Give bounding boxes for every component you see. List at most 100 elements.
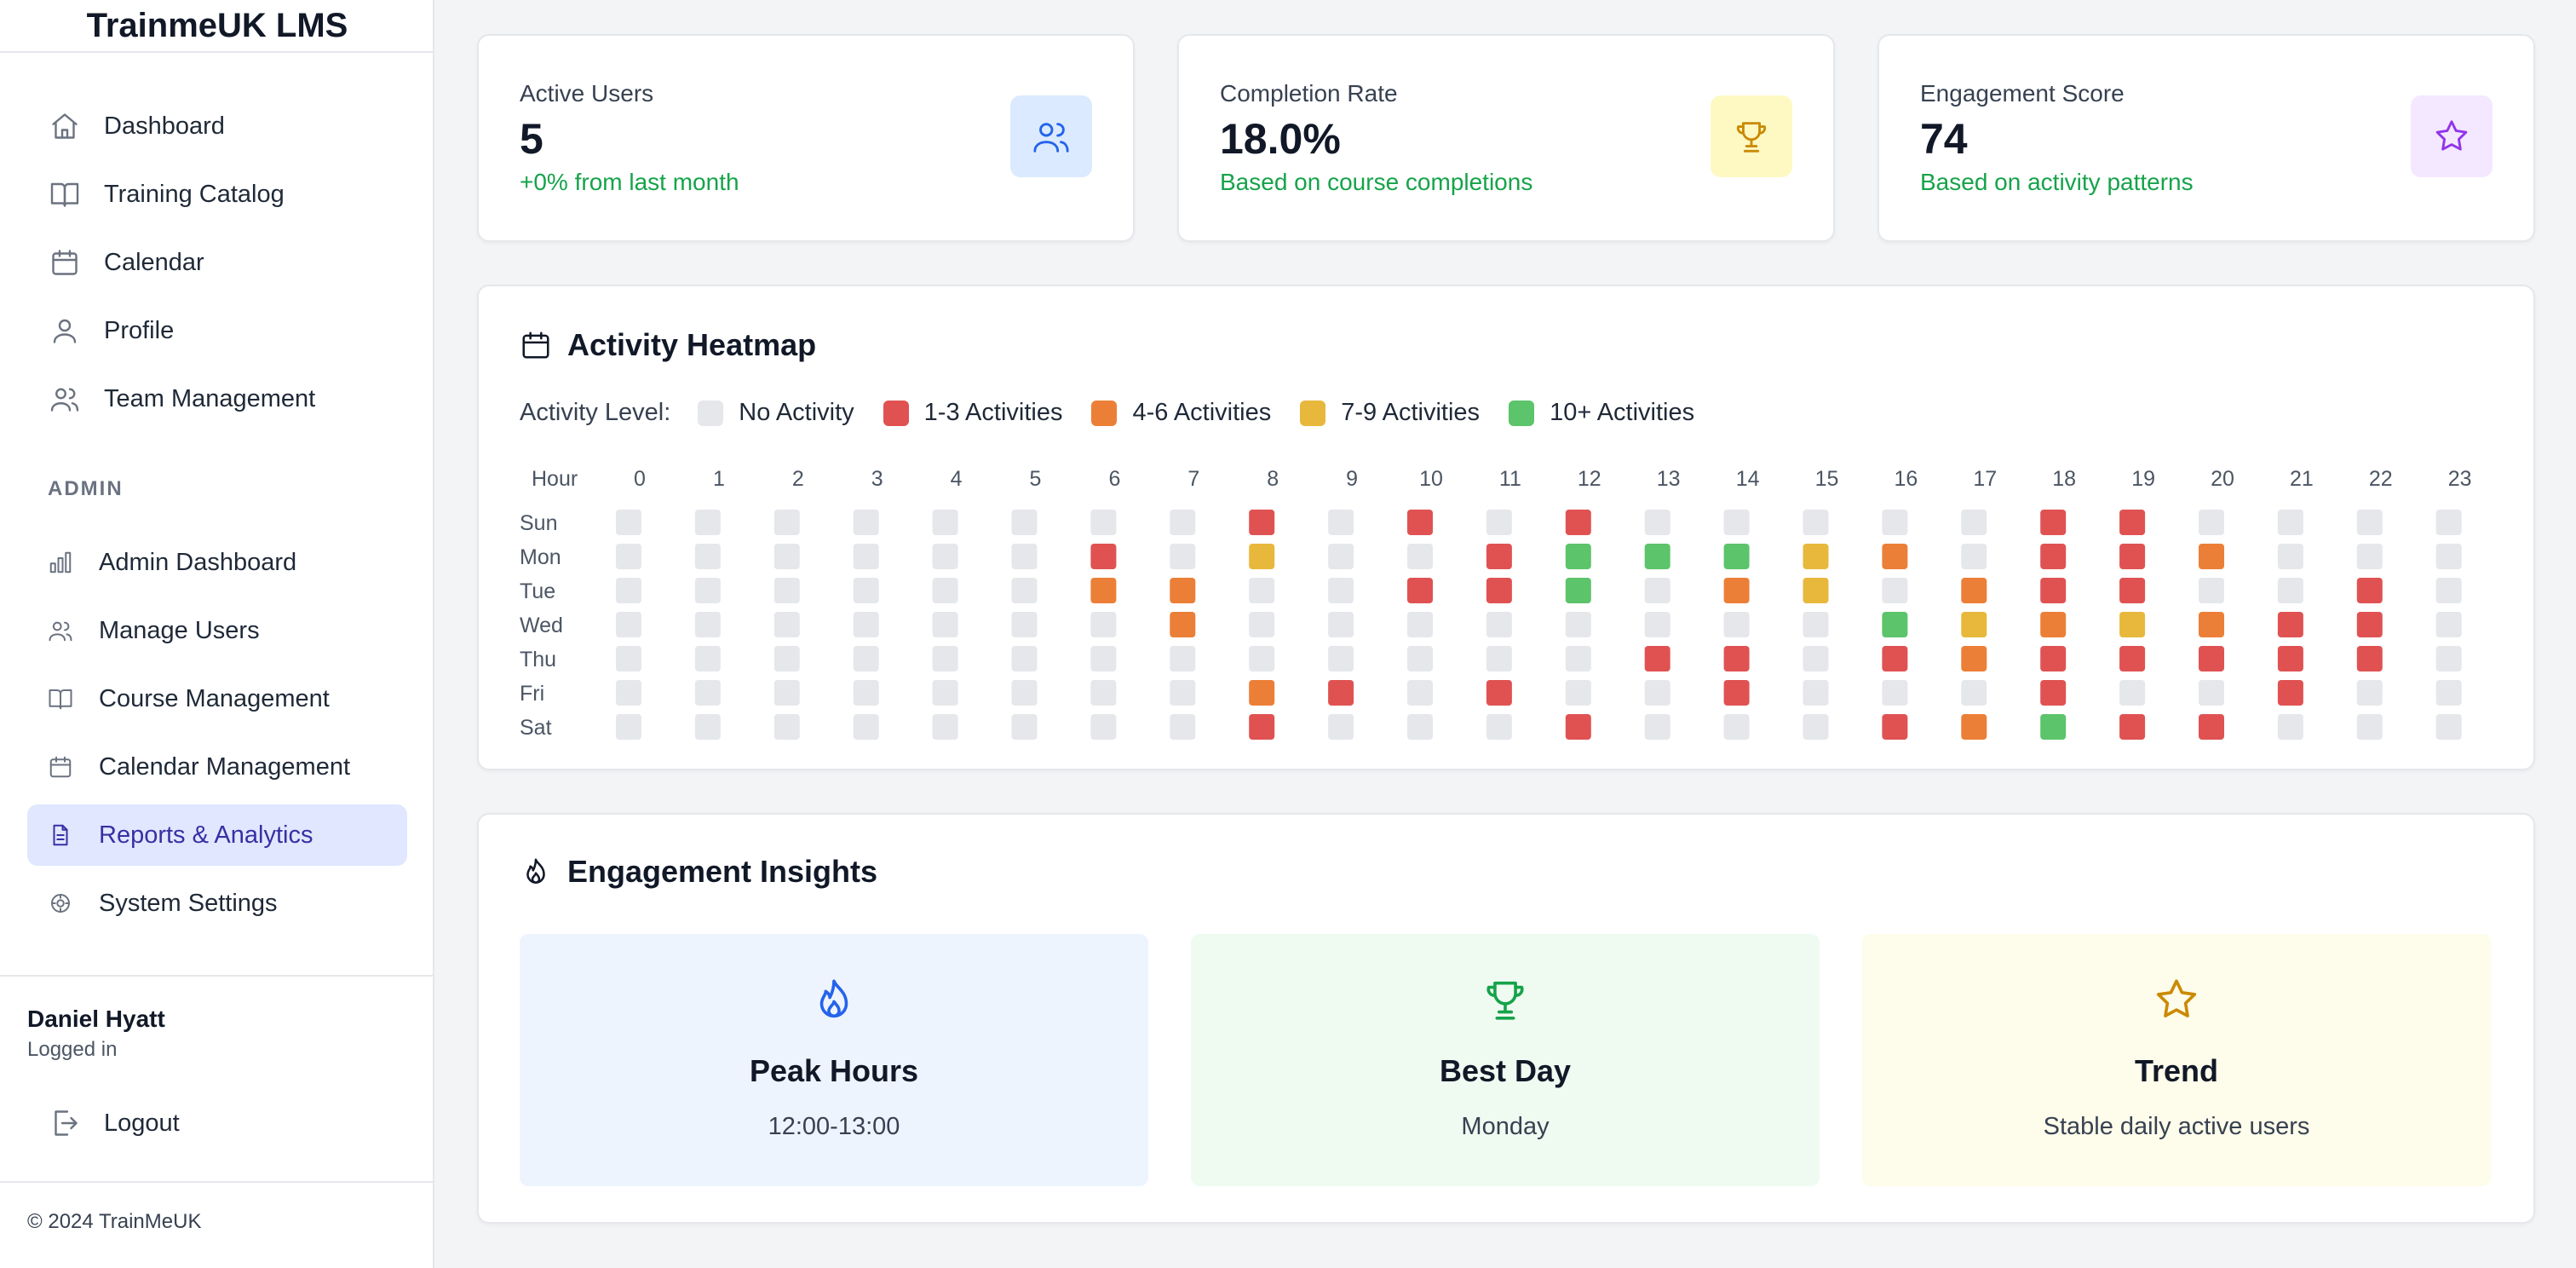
heatmap-cell (773, 646, 800, 671)
engagement-insights-card: Engagement Insights Peak Hours 12:00-13:… (477, 813, 2535, 1224)
day-label: Thu (520, 648, 556, 671)
heatmap-cell (2199, 510, 2224, 535)
legend-swatch-1-3 (883, 400, 909, 426)
hour-label: 13 (1657, 467, 1681, 491)
heatmap-cell (694, 510, 721, 535)
hour-label: 10 (1419, 467, 1443, 491)
insight-value: Stable daily active users (2043, 1113, 2310, 1140)
heatmap-cell (1644, 544, 1670, 569)
heatmap-cell (2435, 612, 2462, 637)
heatmap-cell (1723, 544, 1750, 569)
heatmap-cell (2277, 612, 2303, 637)
heatmap-cell (1882, 544, 1908, 569)
sidebar-item-label: Calendar Management (99, 752, 351, 781)
sidebar-item-calendar[interactable]: Calendar (27, 232, 407, 293)
heatmap-cell (694, 578, 721, 603)
hour-label: 21 (2290, 467, 2314, 491)
legend-swatch-none (698, 400, 724, 426)
hour-label: 11 (1499, 467, 1521, 491)
heatmap-cell (694, 612, 721, 637)
heatmap-cell (932, 646, 958, 671)
user-name: Daniel Hyatt (27, 1006, 165, 1032)
heatmap-cell (1803, 714, 1829, 740)
insight-title: Trend (2134, 1053, 2218, 1088)
hour-label: 5 (1030, 467, 1042, 491)
heatmap-cell (1407, 612, 1433, 637)
sidebar-item-calendar-management[interactable]: Calendar Management (27, 736, 407, 798)
heatmap-cell (2356, 680, 2383, 706)
heatmap-cell (1961, 578, 1987, 603)
hour-label: 12 (1578, 467, 1601, 491)
stat-label: Completion Rate (1220, 80, 1398, 107)
heatmap-cell (1961, 714, 1987, 740)
sidebar-item-course-management[interactable]: Course Management (27, 668, 407, 729)
hour-label: 14 (1736, 467, 1760, 491)
sidebar-item-team-management[interactable]: Team Management (27, 368, 407, 429)
flame-icon (526, 858, 545, 884)
heatmap-cell (2356, 510, 2383, 535)
heatmap-cell (1644, 646, 1670, 671)
heatmap-cell (2199, 646, 2224, 671)
sidebar-item-admin-dashboard[interactable]: Admin Dashboard (27, 532, 407, 593)
heatmap-cell (2277, 510, 2303, 535)
heatmap-cell (1803, 544, 1829, 569)
admin-nav: Admin Dashboard Manage Users Course Mana… (27, 532, 407, 941)
heatmap-cell (1882, 510, 1908, 535)
admin-section-label: ADMIN (48, 477, 124, 500)
day-label: Tue (520, 579, 555, 603)
stat-label: Engagement Score (1920, 80, 2125, 107)
sidebar-item-system-settings[interactable]: System Settings (27, 873, 407, 934)
sidebar-item-training-catalog[interactable]: Training Catalog (27, 164, 407, 225)
sidebar-item-profile[interactable]: Profile (27, 300, 407, 361)
heatmap-cell (1644, 510, 1670, 535)
user-icon (48, 314, 82, 348)
app-title: TrainmeUK LMS (86, 7, 348, 44)
heatmap-cell (1803, 510, 1829, 535)
sidebar-item-reports-analytics[interactable]: Reports & Analytics (27, 804, 407, 866)
heatmap-cell (1249, 714, 1275, 740)
heatmap-cell (1565, 714, 1591, 740)
heatmap-cell (1407, 544, 1433, 569)
heatmap-cell (1328, 544, 1354, 569)
heatmap-cell (1011, 510, 1038, 535)
book-icon (48, 682, 73, 716)
heatmap-cell (1961, 544, 1987, 569)
book-icon (48, 177, 82, 211)
heatmap-cell (2435, 578, 2462, 603)
day-label: Mon (520, 545, 561, 569)
heatmap-cell (1882, 578, 1908, 603)
hour-label: 22 (2369, 467, 2393, 491)
heatmap-cell (2040, 578, 2067, 603)
heatmap-cell (1486, 544, 1512, 569)
heatmap-cell (1407, 578, 1433, 603)
hour-label: 15 (1815, 467, 1839, 491)
heatmap-cell (1644, 578, 1670, 603)
heatmap-cell (1328, 714, 1354, 740)
heatmap-cell (616, 680, 641, 706)
heatmap-cell (773, 544, 800, 569)
heatmap-cell (1090, 510, 1117, 535)
legend-text: 4-6 Activities (1132, 399, 1272, 426)
heatmap-cell (1011, 646, 1038, 671)
heatmap-cell (1011, 714, 1038, 740)
heatmap-cell (2356, 646, 2383, 671)
insight-card-best-day: Best Day Monday (1191, 934, 1820, 1186)
trophy-icon (1191, 975, 1820, 1024)
user-status: Logged in (27, 1038, 118, 1061)
stat-card-completion-rate: Completion Rate 18.0% Based on course co… (1177, 34, 1835, 242)
stat-value: 5 (520, 115, 543, 163)
logout-button[interactable]: Logout (27, 1092, 407, 1154)
sidebar-item-dashboard[interactable]: Dashboard (27, 95, 407, 157)
sidebar-item-manage-users[interactable]: Manage Users (27, 600, 407, 661)
users-icon (48, 382, 82, 416)
insight-card-trend: Trend Stable daily active users (1862, 934, 2491, 1186)
heatmap-cell (1565, 680, 1591, 706)
heatmap-cell (1090, 646, 1117, 671)
heatmap-cell (1803, 612, 1829, 637)
hour-label: 20 (2211, 467, 2234, 491)
sidebar-item-label: Team Management (104, 384, 316, 412)
heatmap-cell (773, 714, 800, 740)
heatmap-cell (2356, 612, 2383, 637)
heatmap-cell (1486, 578, 1512, 603)
settings-icon (48, 886, 73, 920)
